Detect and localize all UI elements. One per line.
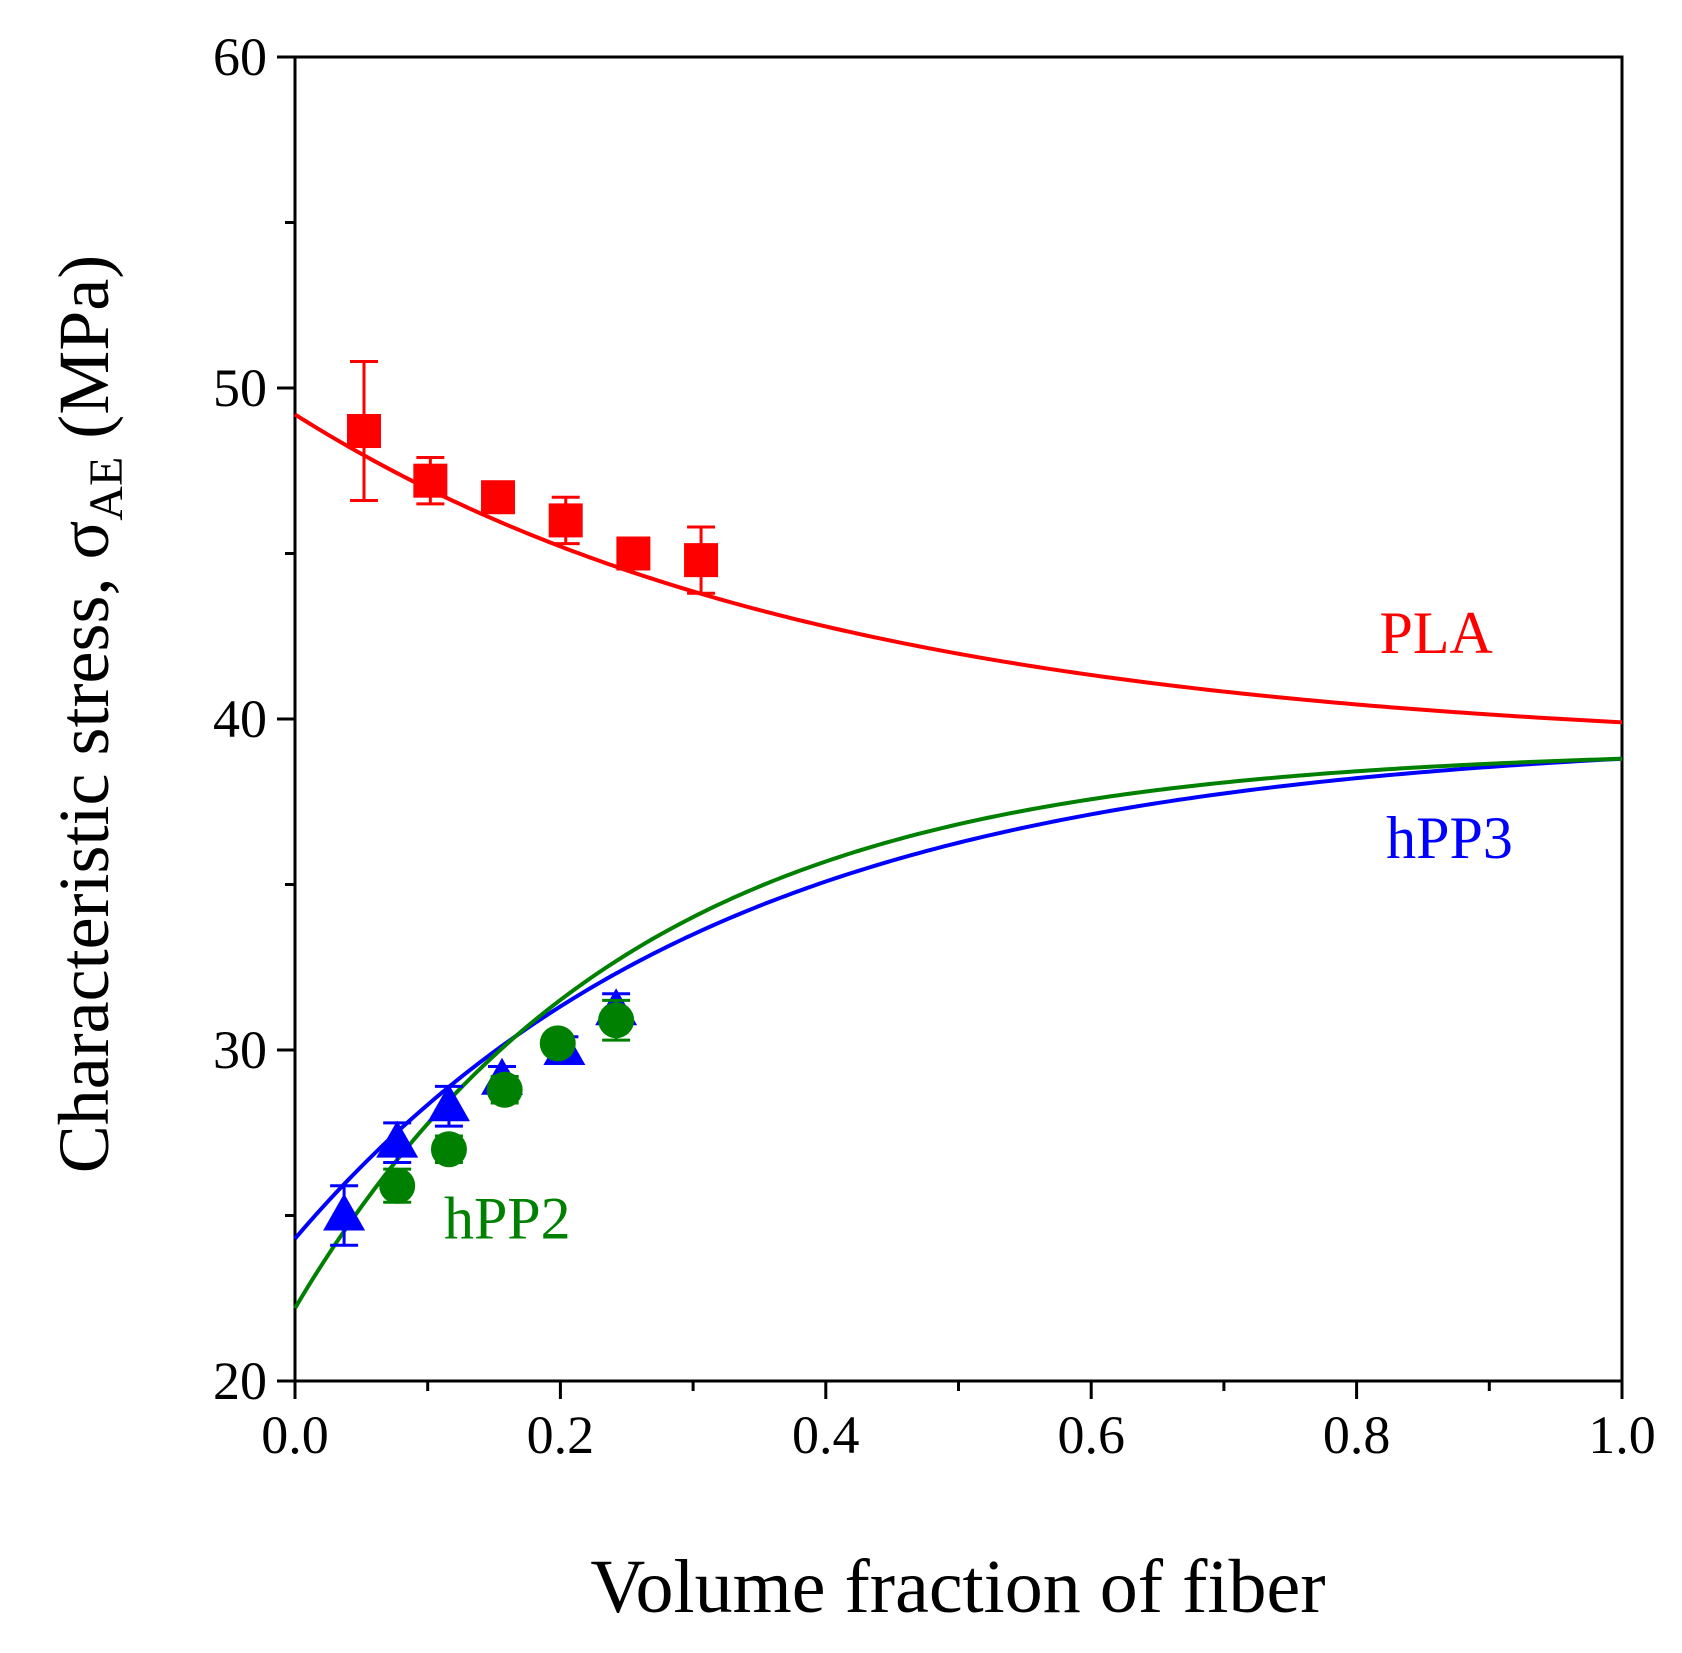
data-markers xyxy=(323,360,719,1247)
axis-ticks: 0.0 0.2 0.4 0.6 0.8 1.0 20 30 40 50 60 xyxy=(213,27,1656,1465)
plot-frame xyxy=(293,55,1624,1383)
x-tick-label: 0.0 xyxy=(261,1405,329,1465)
y-tick-label: 50 xyxy=(213,358,267,418)
y-tick-label: 40 xyxy=(213,689,267,749)
pla-data-point xyxy=(413,463,448,498)
pla-series-label: PLA xyxy=(1380,600,1493,666)
hpp2-data-point xyxy=(379,1167,416,1204)
y-tick-label: 30 xyxy=(213,1020,267,1080)
x-tick-label: 1.0 xyxy=(1588,1405,1656,1465)
hpp3-data-point xyxy=(323,1193,366,1231)
pla-data-point xyxy=(347,414,382,449)
y-axis-title-units: (MPa) xyxy=(44,255,124,457)
x-axis-title: Volume fraction of fiber xyxy=(590,1545,1325,1629)
pla-data-point xyxy=(684,543,719,578)
y-axis-title-symbol: σ xyxy=(44,521,124,560)
x-tick-label: 0.2 xyxy=(527,1405,595,1465)
hpp2-data-point xyxy=(486,1071,523,1108)
hpp2-fit-line xyxy=(293,756,1623,1310)
y-axis-title-main: Characteristic stress, xyxy=(44,559,124,1173)
y-tick-label: 60 xyxy=(213,27,267,87)
pla-data-point xyxy=(616,536,651,571)
pla-data-point xyxy=(548,503,583,538)
y-tick-label: 20 xyxy=(213,1351,267,1411)
hpp2-series-label: hPP2 xyxy=(444,1186,571,1252)
x-tick-label: 0.6 xyxy=(1057,1405,1125,1465)
pla-data-point xyxy=(481,480,516,515)
series-labels: PLA hPP3 hPP2 xyxy=(444,600,1513,1252)
x-tick-label: 0.4 xyxy=(792,1405,860,1465)
hpp2-data-point xyxy=(598,1002,635,1039)
y-axis-title-subscript: AE xyxy=(80,457,133,521)
fit-curves xyxy=(293,412,1623,1310)
hpp2-data-point xyxy=(430,1131,467,1168)
x-tick-label: 0.8 xyxy=(1323,1405,1391,1465)
pla-fit-line xyxy=(293,412,1623,725)
y-axis-title: Characteristic stress, σAE (MPa) xyxy=(44,255,133,1174)
hpp3-data-point xyxy=(376,1120,419,1158)
hpp3-data-point xyxy=(427,1084,470,1122)
hpp3-series-label: hPP3 xyxy=(1386,805,1513,871)
hpp2-data-point xyxy=(539,1025,576,1062)
